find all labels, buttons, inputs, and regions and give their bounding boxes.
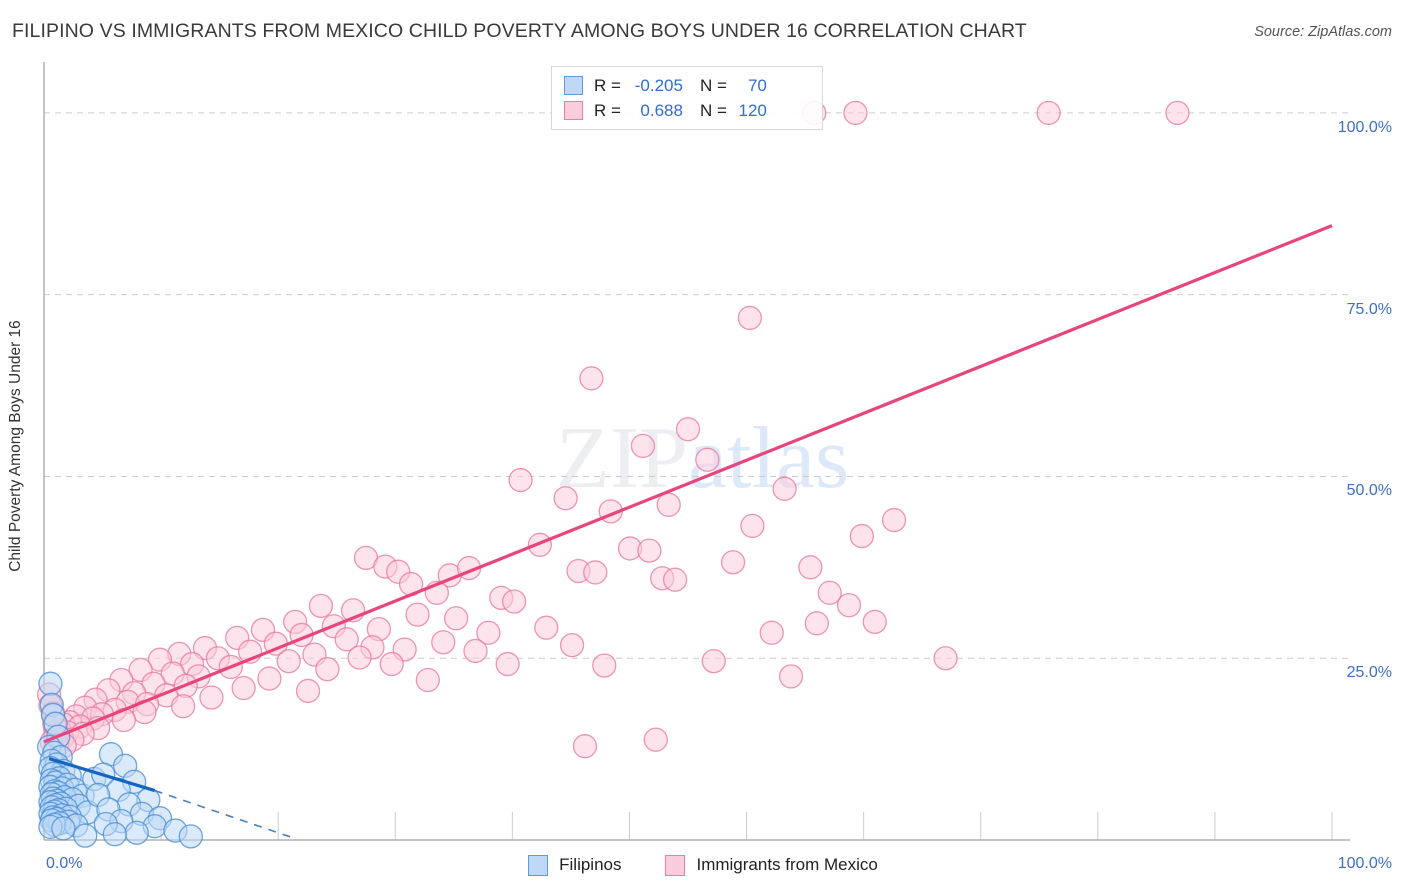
legend-swatch-filipinos [528,854,549,876]
y-axis-tick-label: 75.0% [1346,300,1392,318]
stat-r-label-immigrants-from-mexico: R = [594,100,621,120]
data-point [881,507,907,533]
stat-swatch-filipinos [564,76,583,95]
data-point [379,651,404,677]
data-point [772,476,797,501]
trendline-filipinos [48,757,156,793]
data-point [740,513,765,539]
data-point [231,675,256,701]
data-point [656,492,681,517]
data-point [817,580,842,605]
data-point [695,447,720,472]
data-point [759,620,784,645]
data-point [295,678,321,704]
data-point [405,602,430,627]
series-legend: Filipinos Immigrants from Mexico [0,848,1406,882]
correlation-stats-box: R = -0.205 N = 70 R = 0.688 N = 120 [551,66,823,130]
data-point [630,433,656,459]
stat-n-label-immigrants-from-mexico: N = [699,100,727,120]
data-point [737,305,762,331]
data-point [124,820,149,845]
data-point [73,823,98,848]
x-axis-max-label: 100.0% [1337,855,1392,872]
data-point [415,667,440,693]
data-point [553,486,578,511]
series-points-filipinos [37,671,203,849]
data-point [849,523,875,549]
data-point [276,648,301,674]
data-point [804,611,829,636]
data-point [778,664,804,689]
source-attribution: Source: ZipAtlas.com [1254,24,1392,40]
data-point [495,651,520,677]
stat-row-filipinos: R = -0.205 N = 70 [564,73,812,98]
legend-item-immigrants-from-mexico[interactable]: Immigrants from Mexico [665,854,878,876]
data-point [463,638,488,664]
data-point [933,646,958,671]
stat-n-label-filipinos: N = [699,75,727,95]
stat-n-value-filipinos: 70 [747,75,767,95]
data-point [643,727,668,752]
data-point [836,592,862,618]
data-point [501,589,527,614]
legend-swatch-immigrants-from-mexico [665,854,686,876]
data-point [257,666,282,691]
data-point [1036,100,1061,126]
stat-swatch-immigrants-from-mexico [564,101,583,120]
y-axis-tick-label: 50.0% [1346,482,1392,500]
data-point [701,648,726,674]
data-point [862,609,887,635]
data-point [199,685,224,710]
data-point [583,560,608,585]
page-title: FILIPINO VS IMMIGRANTS FROM MEXICO CHILD… [12,20,1027,42]
data-point [444,606,469,631]
data-point [347,645,372,670]
series-points-immigrants-from-mexico [37,100,1190,759]
stat-r-value-filipinos: -0.205 [634,75,683,95]
data-point [637,538,662,563]
data-point [534,615,559,640]
y-axis-tick-label: 100.0% [1337,118,1392,136]
trendline-filipinos-extension [154,789,296,840]
data-point [178,824,203,849]
data-point [720,550,746,575]
data-point [559,632,585,658]
data-point [508,467,533,493]
data-point [1165,100,1190,126]
data-point [798,555,823,580]
data-point [334,627,359,652]
trendline-immigrants-from-mexico [43,224,1333,744]
data-point [308,593,334,619]
legend-label-filipinos: Filipinos [559,855,622,874]
data-point [315,656,340,682]
stat-r-value-immigrants-from-mexico: 0.688 [640,100,683,120]
data-point [675,417,701,442]
data-point [592,653,617,678]
data-point [102,822,127,847]
stat-row-immigrants-from-mexico: R = 0.688 N = 120 [564,98,812,123]
data-point [843,100,868,126]
stat-r-label-filipinos: R = [594,75,621,95]
data-point [38,671,63,696]
x-axis-min-label: 0.0% [46,855,83,872]
data-point [572,734,598,759]
data-point [476,620,501,645]
y-axis-tick-label: 25.0% [1346,664,1392,682]
data-point [662,567,688,592]
data-point [170,694,196,719]
data-point [431,630,456,655]
data-point [51,816,76,841]
data-point [579,366,604,391]
legend-item-filipinos[interactable]: Filipinos [528,854,622,876]
stat-n-value-immigrants-from-mexico: 120 [738,100,767,120]
legend-label-immigrants-from-mexico: Immigrants from Mexico [696,855,878,874]
